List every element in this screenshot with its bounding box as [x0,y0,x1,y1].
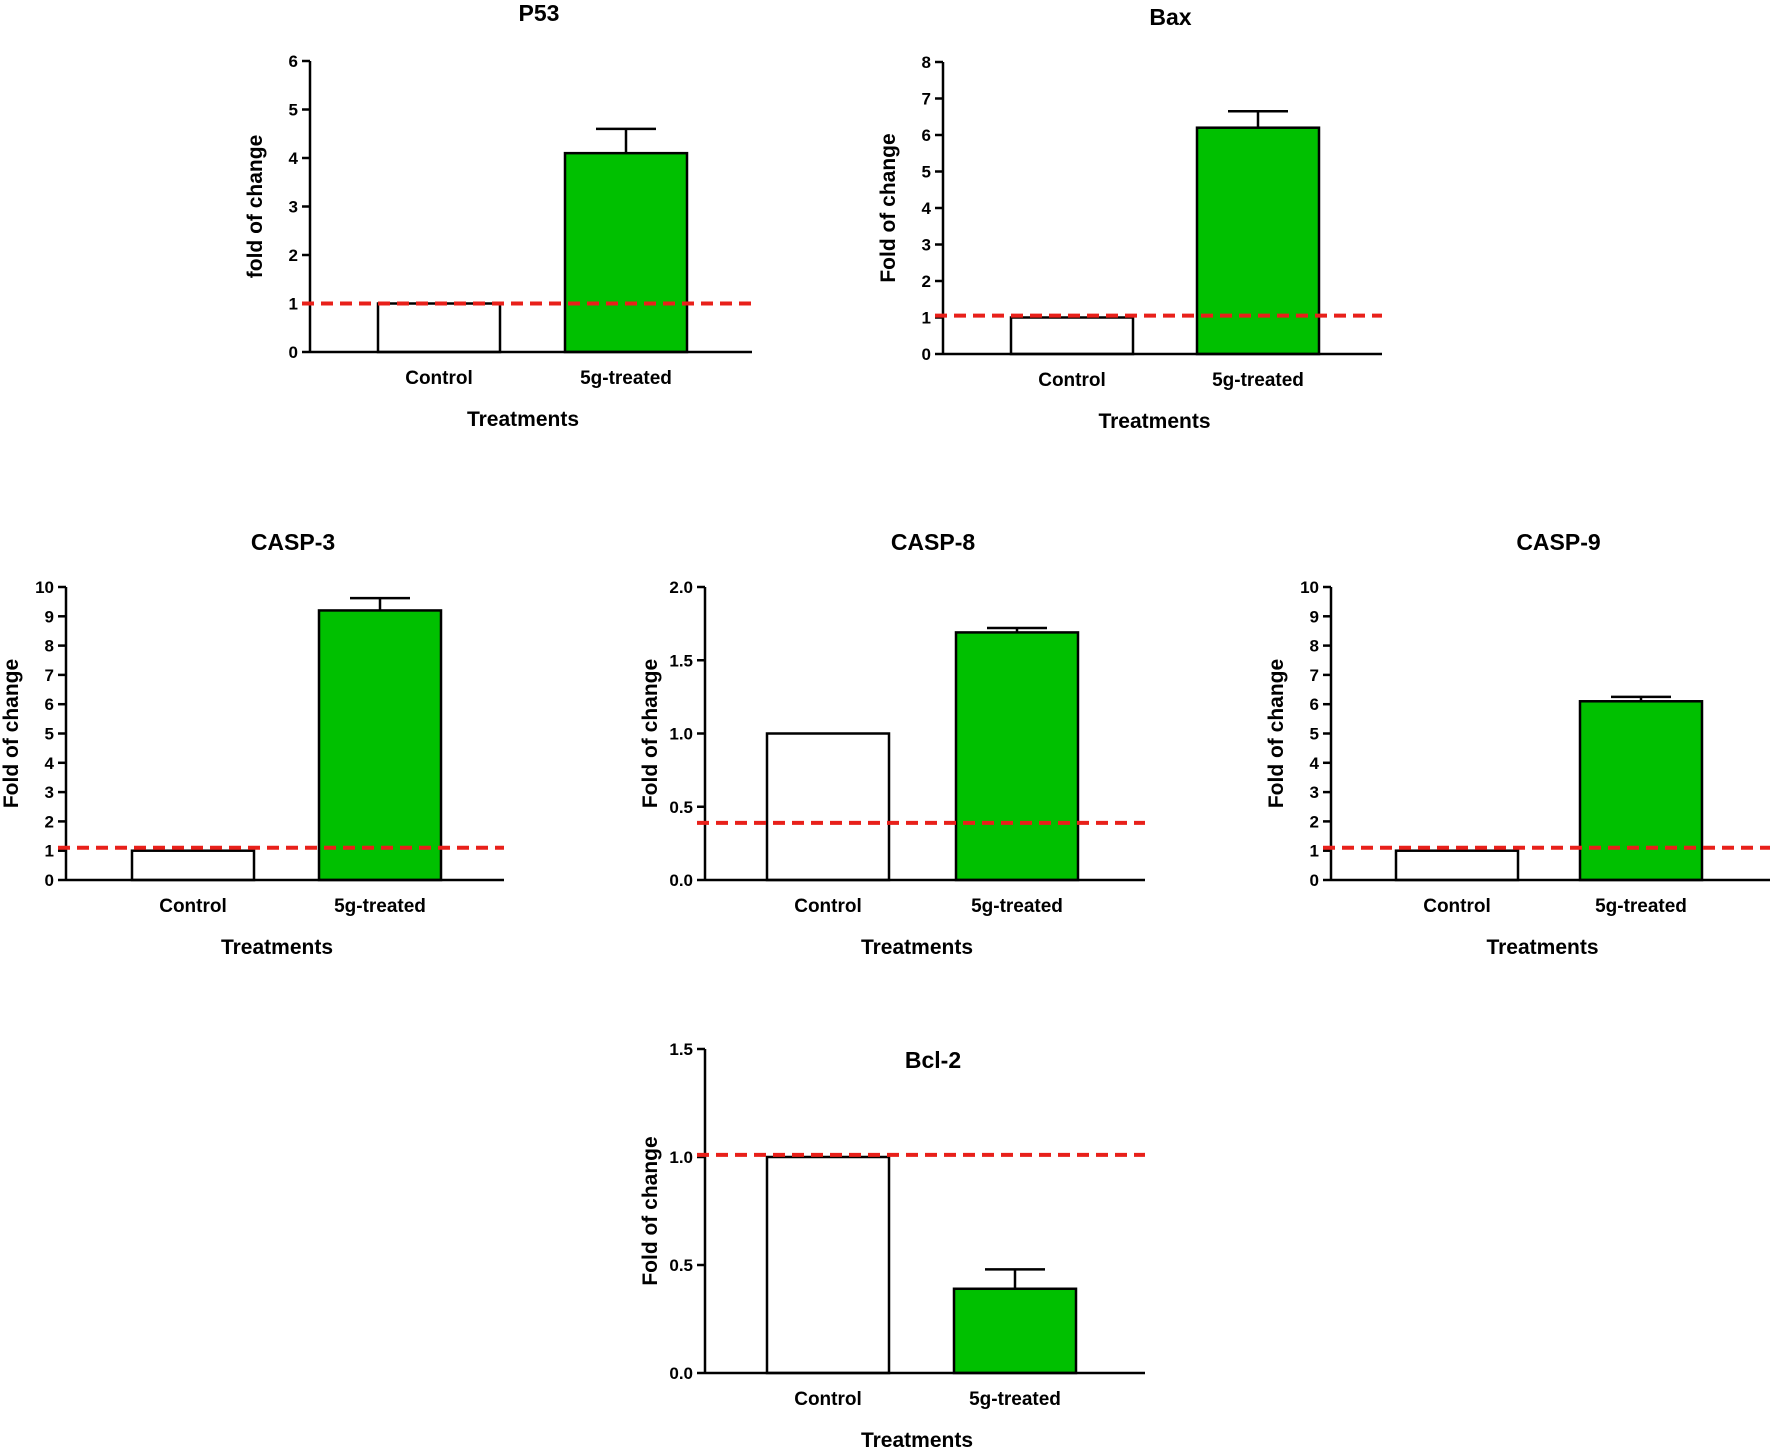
y-tick-label: 1 [289,295,298,314]
x-axis-title: Treatments [861,936,973,959]
x-axis-title: Treatments [1098,410,1210,433]
y-tick-label: 3 [289,198,298,217]
chart-panel-casp-9: CASP-9 Control 5g-treated 0 1 2 3 4 5 6 7 8 9 10 Treat… [1265,529,1770,959]
y-axis-title: fold of change [244,135,267,279]
x-tick-label: 5g-treated [580,368,672,389]
y-tick-label: 5 [1310,725,1319,744]
y-tick-label: 9 [45,607,54,626]
x-tick-label: Control [794,1389,862,1410]
x-tick-label: Control [1423,896,1491,917]
y-tick-label: 5 [922,163,931,182]
y-tick-label: 2 [289,246,298,265]
y-tick-label: 6 [1310,695,1319,714]
bar-5g-treated [954,631,1080,882]
y-tick-label: 2 [1310,812,1319,831]
chart-title: CASP-9 [1516,529,1600,555]
y-tick-label: 8 [1310,637,1319,656]
y-tick-label: 1.0 [669,725,693,744]
y-tick-label: 0.0 [669,1364,693,1383]
y-tick-label: 1.5 [669,1040,693,1059]
x-tick-label: 5g-treated [334,896,426,917]
y-tick-label: 1 [922,309,931,328]
y-tick-label: 10 [1300,578,1319,597]
y-tick-label: 4 [45,754,55,773]
chart-title: P53 [519,0,560,26]
x-tick-label: Control [405,368,473,389]
y-tick-label: 1 [1310,842,1319,861]
bar-5g-treated [317,609,443,882]
y-tick-label: 0.0 [669,871,693,890]
x-axis-title: Treatments [1486,936,1598,959]
y-tick-label: 0 [289,343,298,362]
x-tick-label: 5g-treated [971,896,1063,917]
chart-panel-bax: Bax Control 5g-treated 0 1 2 3 4 5 6 7 8 Treatments F… [877,4,1382,433]
chart-panel-casp-8: CASP-8 Control 5g-treated 0.0 0.5 1.0 1.5 2.0 Tr… [639,529,1145,959]
x-tick-label: Control [794,896,862,917]
y-tick-label: 4 [922,199,932,218]
y-tick-label: 3 [922,236,931,255]
chart-title: CASP-8 [891,529,976,555]
bar-5g-treated [1195,126,1321,356]
x-tick-label: 5g-treated [1212,370,1304,391]
bar-control [376,302,502,354]
y-axis-title: Fold of change [1265,659,1288,808]
y-tick-label: 5 [289,101,298,120]
y-tick-label: 2 [45,812,54,831]
y-tick-label: 10 [35,578,54,597]
bar-5g-treated [563,151,689,354]
x-axis-title: Treatments [467,408,579,431]
x-axis-title: Treatments [221,936,333,959]
y-tick-label: 8 [45,637,54,656]
y-tick-label: 6 [45,695,54,714]
y-tick-label: 5 [45,725,54,744]
y-tick-label: 6 [289,52,298,71]
chart-title: Bax [1149,4,1191,30]
y-tick-label: 3 [45,783,54,802]
bar-control [1394,849,1520,882]
bar-control [1009,316,1135,356]
y-tick-label: 0 [45,871,54,890]
y-tick-label: 7 [45,666,54,685]
y-tick-label: 3 [1310,783,1319,802]
bar-control [130,849,256,882]
y-tick-label: 7 [922,90,931,109]
bar-5g-treated [952,1287,1078,1375]
x-tick-label: 5g-treated [1595,896,1687,917]
y-tick-label: 4 [289,149,299,168]
y-tick-label: 1 [45,842,54,861]
chart-panel-p53: P53 Control 5g-treated 0 1 2 3 4 5 6 Treatments fol… [244,0,752,431]
y-tick-label: 7 [1310,666,1319,685]
chart-panel-casp-3: CASP-3 Control 5g-treated 0 1 2 3 4 5 6 7 8 9 10 Treat… [0,529,504,959]
y-axis-title: Fold of change [0,659,23,808]
y-tick-label: 2 [922,272,931,291]
y-tick-label: 2.0 [669,578,693,597]
y-tick-label: 0.5 [669,798,693,817]
bar-control [765,732,891,882]
bar-control [765,1155,891,1375]
y-tick-label: 4 [1310,754,1320,773]
chart-title: Bcl-2 [905,1047,961,1073]
x-tick-label: 5g-treated [969,1389,1061,1410]
x-tick-label: Control [159,896,227,917]
x-tick-label: Control [1038,370,1106,391]
y-tick-label: 1.0 [669,1148,693,1167]
y-axis-title: Fold of change [639,659,662,808]
y-tick-label: 0.5 [669,1256,693,1275]
y-tick-label: 9 [1310,607,1319,626]
y-tick-label: 1.5 [669,651,693,670]
chart-title: CASP-3 [251,529,335,555]
y-tick-label: 8 [922,53,931,72]
y-axis-title: Fold of change [639,1136,662,1285]
y-tick-label: 6 [922,126,931,145]
y-tick-label: 0 [1310,871,1319,890]
y-axis-title: Fold of change [877,133,900,282]
bar-5g-treated [1578,700,1704,882]
y-tick-label: 0 [922,345,931,364]
x-axis-title: Treatments [861,1429,973,1448]
chart-panel-bcl-2: Bcl-2 Control 5g-treated 0.0 0.5 1.0 1.5 Treatm… [639,1040,1145,1448]
